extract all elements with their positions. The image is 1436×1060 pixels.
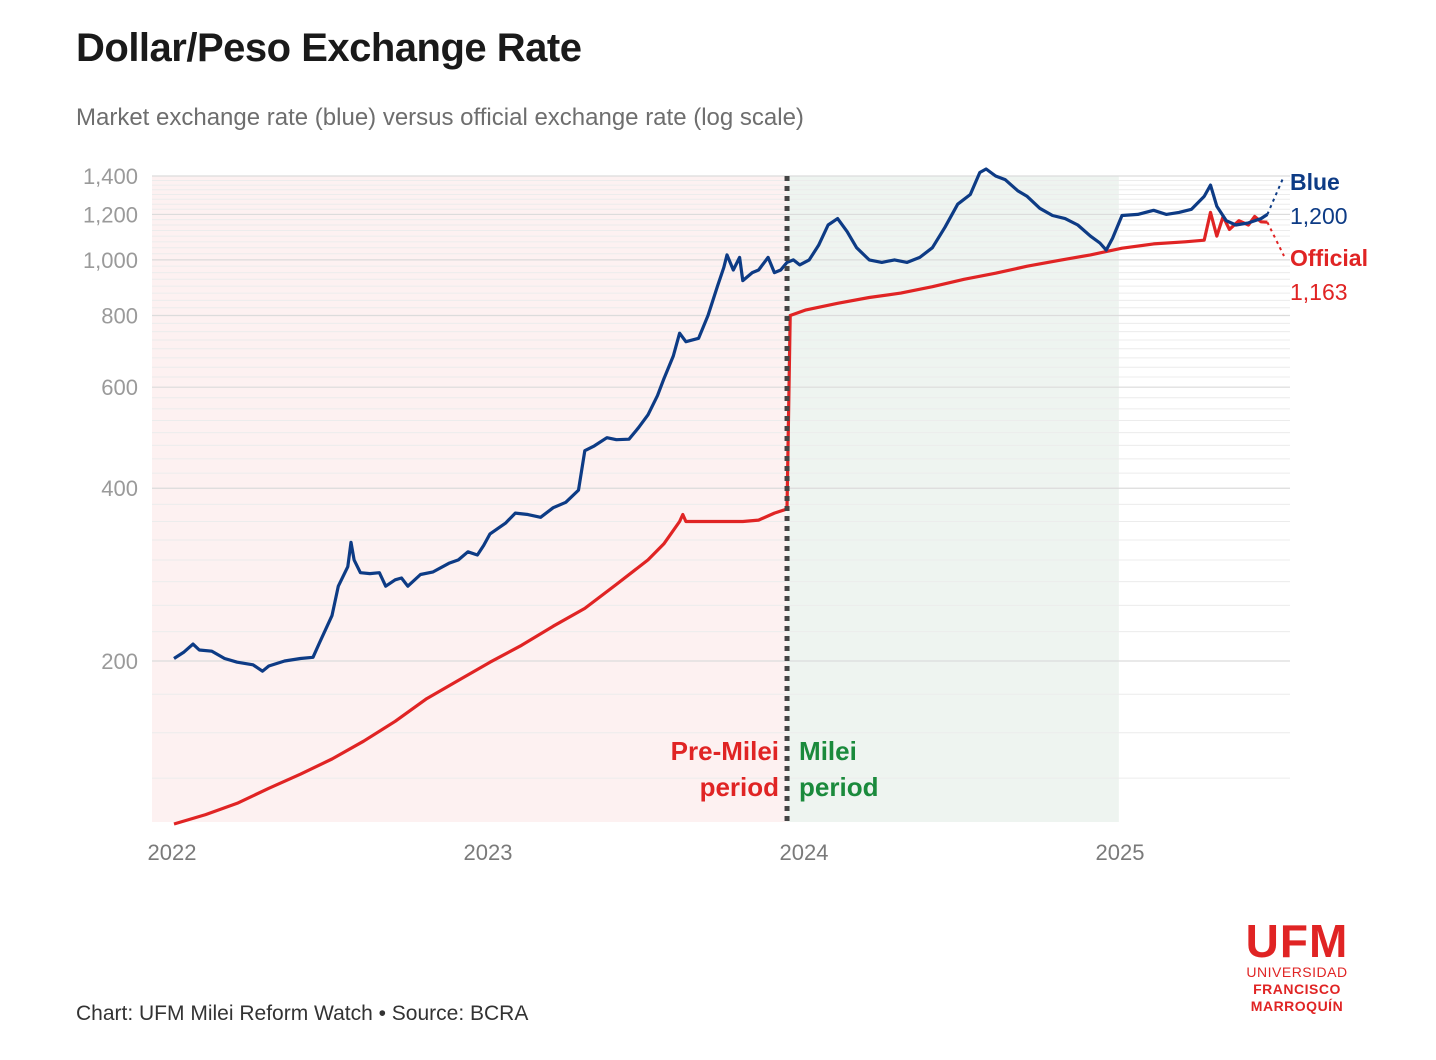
x-axis-labels: 2022 2023 2024 2025 [148, 840, 1145, 865]
blue-series-name: Blue [1290, 169, 1340, 195]
annotations: Blue 1,200 Official 1,163 Pre-Milei period Mil… [671, 169, 1368, 822]
blue-leader [1266, 175, 1285, 215]
logo-line-2: FRANCISCO [1253, 981, 1341, 997]
x-tick-label: 2024 [780, 840, 829, 865]
y-tick-label: 1,400 [83, 164, 138, 189]
pre-milei-label-line1: Pre-Milei [671, 736, 779, 766]
blue-rate-line [173, 167, 1269, 673]
logo-line-1: UNIVERSIDAD [1246, 964, 1348, 980]
milei-label-line1: Milei [799, 736, 857, 766]
y-tick-label: 1,000 [83, 248, 138, 273]
official-leader [1266, 221, 1285, 257]
pre-milei-shade [152, 176, 788, 822]
y-tick-label: 200 [101, 649, 138, 674]
official-end-value: 1,163 [1290, 279, 1348, 305]
pre-milei-label-line2: period [700, 772, 779, 802]
period-backgrounds [152, 176, 1119, 822]
ufm-logo: UFM UNIVERSIDAD FRANCISCO MARROQUÍN [1232, 918, 1362, 1015]
y-axis-labels: 200 400 600 800 1,000 1,200 1,400 [83, 164, 138, 674]
gridlines [152, 175, 1290, 779]
y-tick-label: 400 [101, 476, 138, 501]
logo-mark: UFM [1245, 915, 1349, 967]
y-tick-label: 800 [101, 303, 138, 328]
y-tick-label: 1,200 [83, 202, 138, 227]
logo-line-3: MARROQUÍN [1250, 998, 1344, 1014]
milei-shade [787, 176, 1119, 822]
x-tick-label: 2022 [148, 840, 197, 865]
chart-source: Chart: UFM Milei Reform Watch • Source: … [76, 1002, 529, 1025]
chart-title: Dollar/Peso Exchange Rate [76, 26, 582, 70]
milei-label-line2: period [799, 772, 878, 802]
x-tick-label: 2025 [1096, 840, 1145, 865]
official-series-name: Official [1290, 245, 1368, 271]
y-tick-label: 600 [101, 375, 138, 400]
blue-end-value: 1,200 [1290, 203, 1348, 229]
x-tick-label: 2023 [464, 840, 513, 865]
chart-subtitle: Market exchange rate (blue) versus offic… [76, 104, 804, 131]
